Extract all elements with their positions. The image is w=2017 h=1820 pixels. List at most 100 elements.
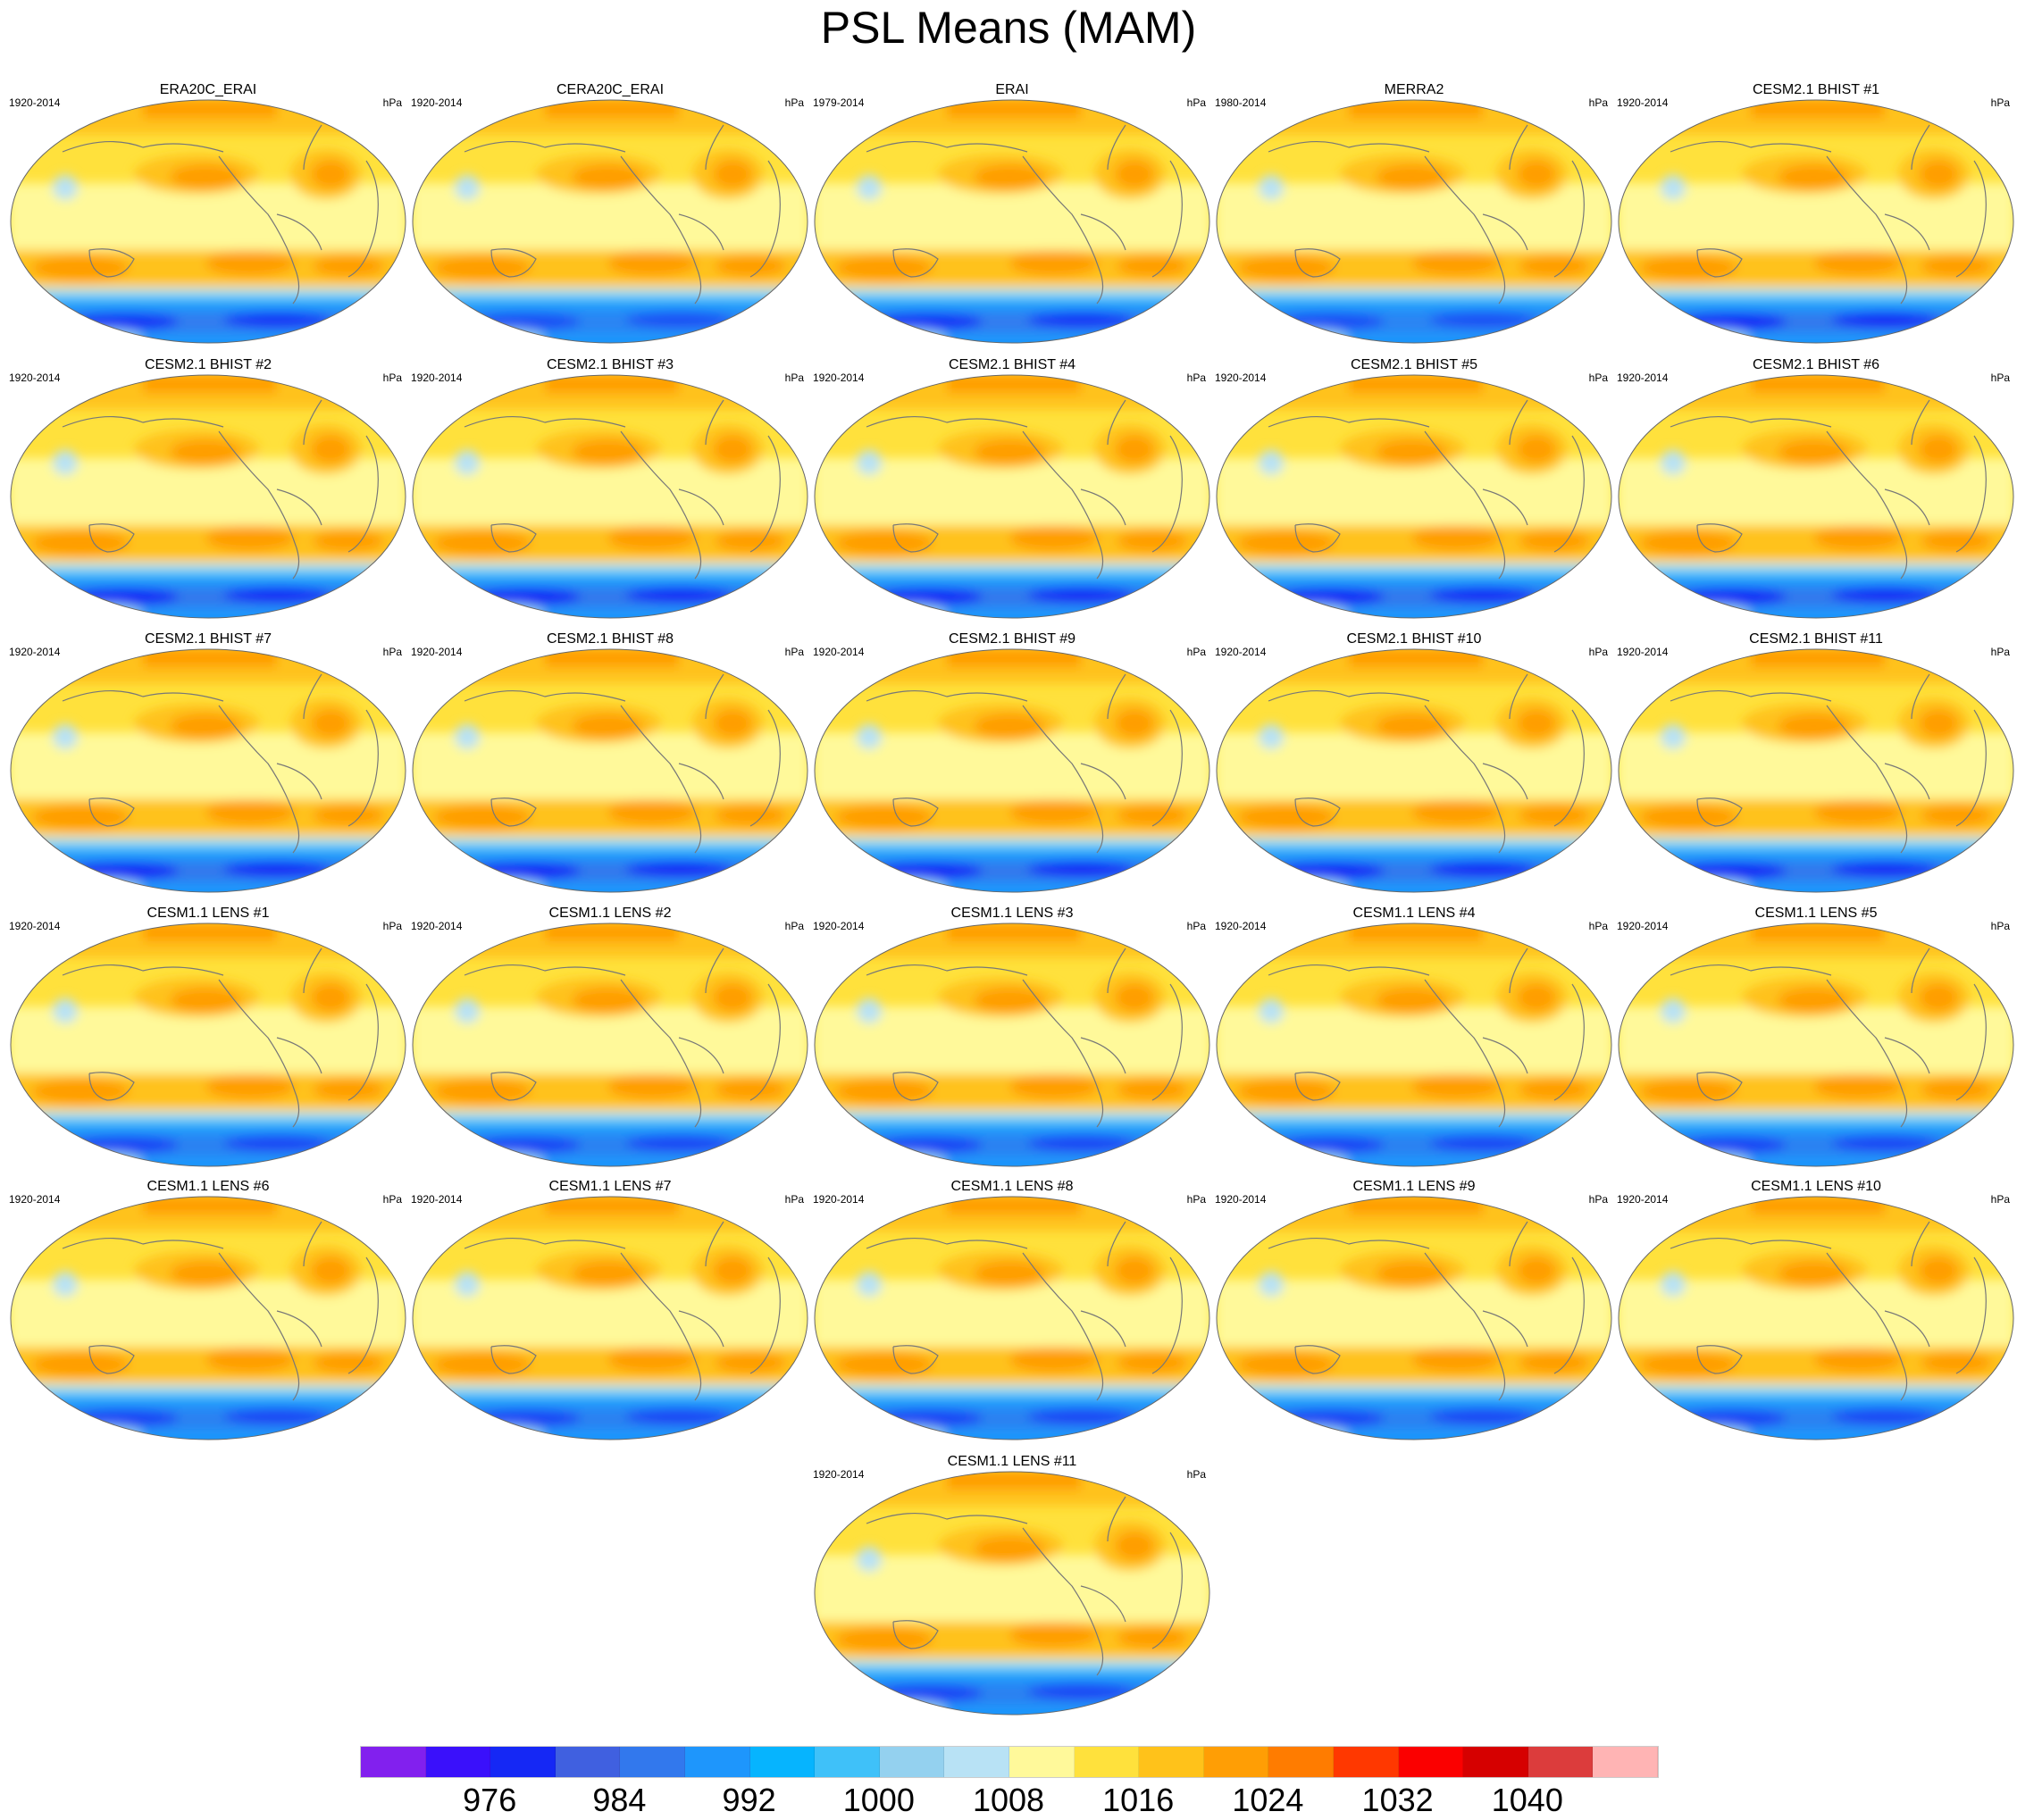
map-panel: CESM2.1 BHIST #2 1920-2014 hPa: [7, 357, 409, 625]
panel-title: CESM2.1 BHIST #1: [1753, 82, 1879, 97]
panel-units: hPa: [1588, 372, 1608, 384]
panel-units: hPa: [1186, 372, 1206, 384]
map-contour: [814, 374, 1210, 619]
panel-years: 1980-2014: [1215, 96, 1267, 109]
panel-units: hPa: [784, 646, 804, 658]
colorbar-swatch: [490, 1747, 556, 1777]
map-panel: CESM2.1 BHIST #11 1920-2014 hPa: [1615, 631, 2017, 899]
colorbar-swatch: [1527, 1747, 1594, 1777]
map-panel: ERAI 1979-2014 hPa: [811, 82, 1213, 350]
panel-title: CESM1.1 LENS #3: [950, 906, 1074, 921]
panel-units: hPa: [382, 920, 402, 932]
panel-years: 1920-2014: [813, 1468, 865, 1481]
panel-years: 1920-2014: [9, 646, 61, 658]
panel-title: CESM1.1 LENS #10: [1751, 1179, 1881, 1194]
panel-years: 1979-2014: [813, 96, 865, 109]
map-contour: [814, 648, 1210, 893]
map-contour: [10, 374, 406, 619]
panel-years: 1920-2014: [9, 920, 61, 932]
panel-years: 1920-2014: [1617, 920, 1669, 932]
map-contour: [814, 923, 1210, 1167]
colorbar-swatch: [361, 1747, 426, 1777]
panel-years: 1920-2014: [9, 372, 61, 384]
panel-title: CESM2.1 BHIST #10: [1346, 631, 1482, 647]
colorbar-tick-label: 1040: [1491, 1782, 1563, 1818]
panel-title: CESM1.1 LENS #8: [950, 1179, 1074, 1194]
map-contour: [10, 1196, 406, 1440]
panel-title: CESM2.1 BHIST #9: [949, 631, 1075, 647]
colorbar-tick-label: 1016: [1102, 1782, 1175, 1818]
panel-years: 1920-2014: [411, 920, 463, 932]
panel-years: 1920-2014: [1215, 1193, 1267, 1206]
panel-years: 1920-2014: [9, 1193, 61, 1206]
map-panel: CESM2.1 BHIST #1 1920-2014 hPa: [1615, 82, 2017, 350]
panel-years: 1920-2014: [411, 646, 463, 658]
map-contour: [1618, 374, 2014, 619]
map-panel: CESM1.1 LENS #8 1920-2014 hPa: [811, 1179, 1213, 1447]
colorbar-swatch: [425, 1747, 491, 1777]
panel-units: hPa: [1186, 1193, 1206, 1206]
map-contour: [1216, 923, 1612, 1167]
panel-units: hPa: [784, 920, 804, 932]
colorbar-tick-label: 992: [722, 1782, 776, 1818]
colorbar: [360, 1746, 1659, 1778]
colorbar-tick-label: 1000: [842, 1782, 915, 1818]
map-contour: [412, 648, 808, 893]
panel-title: MERRA2: [1384, 82, 1444, 97]
panel-units: hPa: [784, 96, 804, 109]
panel-units: hPa: [1990, 646, 2010, 658]
panel-units: hPa: [1990, 1193, 2010, 1206]
panel-units: hPa: [1588, 96, 1608, 109]
map-contour: [10, 648, 406, 893]
colorbar-swatch: [1398, 1747, 1464, 1777]
panel-units: hPa: [784, 1193, 804, 1206]
map-panel: CERA20C_ERAI 1920-2014 hPa: [409, 82, 811, 350]
panel-title: CESM1.1 LENS #11: [947, 1454, 1077, 1469]
map-panel: CESM1.1 LENS #5 1920-2014 hPa: [1615, 906, 2017, 1173]
panel-years: 1920-2014: [411, 1193, 463, 1206]
map-panel: CESM1.1 LENS #9 1920-2014 hPa: [1213, 1179, 1615, 1447]
panel-units: hPa: [1186, 1468, 1206, 1481]
map-panel: CESM1.1 LENS #6 1920-2014 hPa: [7, 1179, 409, 1447]
panel-years: 1920-2014: [813, 646, 865, 658]
panel-title: ERA20C_ERAI: [159, 82, 257, 97]
panel-title: ERAI: [995, 82, 1029, 97]
panel-title: CESM1.1 LENS #7: [548, 1179, 672, 1194]
panel-title: CESM2.1 BHIST #4: [949, 357, 1075, 372]
map-panel: CESM1.1 LENS #4 1920-2014 hPa: [1213, 906, 1615, 1173]
colorbar-swatch: [684, 1747, 750, 1777]
map-panel: MERRA2 1980-2014 hPa: [1213, 82, 1615, 350]
panel-units: hPa: [1186, 646, 1206, 658]
colorbar-swatch: [1139, 1747, 1204, 1777]
map-contour: [1618, 923, 2014, 1167]
panel-units: hPa: [382, 1193, 402, 1206]
panel-title: CESM2.1 BHIST #6: [1753, 357, 1879, 372]
map-panel: CESM2.1 BHIST #9 1920-2014 hPa: [811, 631, 1213, 899]
colorbar-tick-label: 1024: [1232, 1782, 1304, 1818]
panel-units: hPa: [1588, 920, 1608, 932]
colorbar-swatch: [555, 1747, 621, 1777]
colorbar-swatch: [1593, 1747, 1658, 1777]
panel-units: hPa: [1990, 920, 2010, 932]
colorbar-tick-label: 1032: [1361, 1782, 1434, 1818]
map-panel: CESM2.1 BHIST #10 1920-2014 hPa: [1213, 631, 1615, 899]
map-panel: CESM1.1 LENS #11 1920-2014 hPa: [811, 1454, 1213, 1722]
panel-years: 1920-2014: [813, 920, 865, 932]
map-panel: CESM1.1 LENS #7 1920-2014 hPa: [409, 1179, 811, 1447]
panel-years: 1920-2014: [1215, 920, 1267, 932]
panel-years: 1920-2014: [1617, 96, 1669, 109]
map-panel: CESM1.1 LENS #2 1920-2014 hPa: [409, 906, 811, 1173]
panel-units: hPa: [1588, 1193, 1608, 1206]
colorbar-swatch: [749, 1747, 816, 1777]
colorbar-swatch: [879, 1747, 945, 1777]
map-panel: CESM1.1 LENS #10 1920-2014 hPa: [1615, 1179, 2017, 1447]
map-contour: [1216, 648, 1612, 893]
panel-units: hPa: [1186, 920, 1206, 932]
map-panel: CESM2.1 BHIST #3 1920-2014 hPa: [409, 357, 811, 625]
panel-years: 1920-2014: [1617, 372, 1669, 384]
panel-title: CESM2.1 BHIST #2: [145, 357, 272, 372]
colorbar-swatch: [1268, 1747, 1334, 1777]
map-contour: [1618, 1196, 2014, 1440]
panel-title: CESM2.1 BHIST #8: [547, 631, 674, 647]
colorbar-swatch: [1333, 1747, 1399, 1777]
